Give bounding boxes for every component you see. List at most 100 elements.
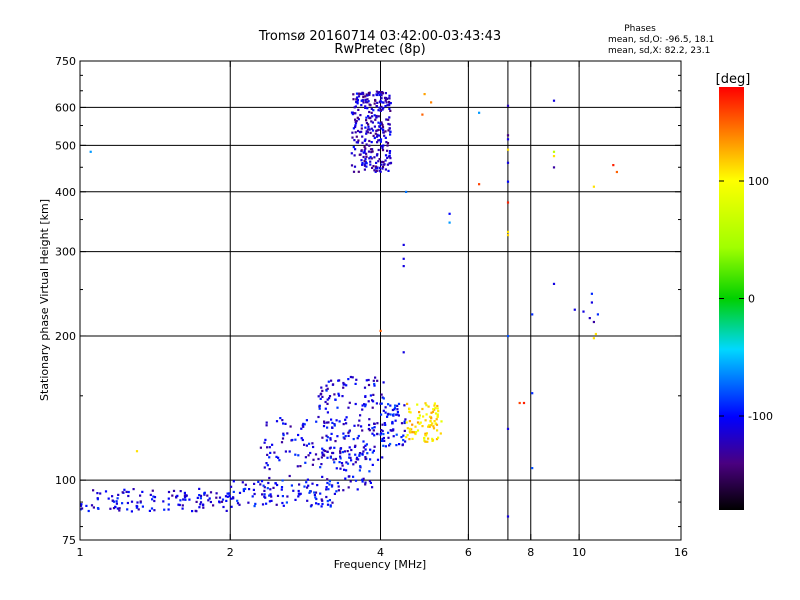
data-point xyxy=(209,500,212,504)
colorbar-ticks: 100 0 -100 xyxy=(719,175,773,423)
data-point xyxy=(362,151,365,154)
data-point xyxy=(116,497,119,500)
data-point xyxy=(506,230,510,233)
data-point xyxy=(232,490,235,493)
data-point xyxy=(271,443,274,446)
colorbar-tick-label: 0 xyxy=(748,293,755,306)
data-point xyxy=(378,166,382,169)
data-point xyxy=(264,438,267,441)
data-point xyxy=(371,427,374,430)
data-point xyxy=(366,128,369,131)
data-point xyxy=(356,102,359,105)
data-point xyxy=(273,451,276,454)
data-point xyxy=(506,148,510,151)
data-point xyxy=(339,467,342,470)
data-point xyxy=(286,495,289,498)
y-tick-label: 400 xyxy=(55,186,76,199)
data-point xyxy=(347,406,350,409)
data-point xyxy=(379,140,382,143)
data-point xyxy=(431,422,434,425)
data-point xyxy=(179,490,182,493)
data-point xyxy=(506,427,510,430)
data-point xyxy=(117,493,120,496)
data-point xyxy=(79,508,82,511)
data-point xyxy=(320,505,323,508)
data-point xyxy=(328,499,331,502)
data-point xyxy=(280,488,283,491)
data-point xyxy=(261,503,265,506)
data-point xyxy=(381,429,384,433)
data-point xyxy=(337,489,340,492)
data-point xyxy=(381,456,384,459)
data-point xyxy=(350,152,353,155)
data-point xyxy=(341,464,344,467)
data-point xyxy=(356,96,359,99)
data-point xyxy=(365,132,368,135)
data-point xyxy=(232,480,235,483)
data-point xyxy=(276,483,279,487)
data-point xyxy=(311,463,314,466)
data-point xyxy=(375,161,378,164)
colorbar-tick-label: -100 xyxy=(748,410,773,423)
data-point xyxy=(171,494,174,497)
data-point xyxy=(380,432,383,435)
data-point xyxy=(410,428,413,431)
data-point xyxy=(365,152,368,155)
data-point xyxy=(374,118,377,121)
data-point xyxy=(127,494,130,498)
data-point xyxy=(592,320,595,324)
data-point xyxy=(226,495,229,498)
data-point xyxy=(365,162,368,165)
data-point xyxy=(357,129,360,133)
data-point xyxy=(301,424,304,427)
data-point xyxy=(313,491,316,494)
data-point xyxy=(375,90,378,93)
data-point xyxy=(375,135,379,138)
data-point xyxy=(254,502,257,505)
data-point xyxy=(361,162,364,165)
data-point xyxy=(355,458,358,461)
data-point xyxy=(382,381,385,384)
data-point xyxy=(395,413,398,416)
data-point xyxy=(368,418,371,421)
data-point xyxy=(394,404,397,407)
data-point xyxy=(418,414,421,417)
data-point xyxy=(384,445,387,448)
data-point xyxy=(115,502,118,505)
data-point xyxy=(315,497,318,501)
data-point xyxy=(380,127,383,130)
data-point xyxy=(268,500,271,503)
data-point xyxy=(384,105,387,108)
data-point xyxy=(381,165,385,168)
data-point xyxy=(338,420,341,423)
data-point xyxy=(378,101,381,104)
data-point xyxy=(365,379,368,382)
data-point xyxy=(379,138,383,141)
data-point xyxy=(348,475,351,478)
data-point xyxy=(121,491,124,494)
data-point xyxy=(130,500,134,503)
data-point xyxy=(418,411,421,414)
data-point xyxy=(353,154,356,157)
data-point xyxy=(386,163,389,166)
data-point xyxy=(363,145,366,148)
data-point xyxy=(319,466,322,469)
data-point xyxy=(402,257,405,260)
data-point xyxy=(85,504,88,507)
data-point xyxy=(388,102,391,105)
data-point xyxy=(364,106,367,109)
data-point xyxy=(337,485,340,488)
data-point xyxy=(352,93,355,96)
data-point xyxy=(104,490,108,493)
data-point xyxy=(402,243,405,246)
data-point xyxy=(408,420,411,423)
data-point xyxy=(340,462,344,465)
data-point xyxy=(365,116,368,119)
data-point xyxy=(374,132,377,135)
grid-lines xyxy=(80,61,681,540)
data-point xyxy=(409,431,412,434)
data-point xyxy=(396,408,399,411)
data-point xyxy=(425,432,428,435)
data-point xyxy=(382,409,385,412)
data-point xyxy=(321,436,324,439)
